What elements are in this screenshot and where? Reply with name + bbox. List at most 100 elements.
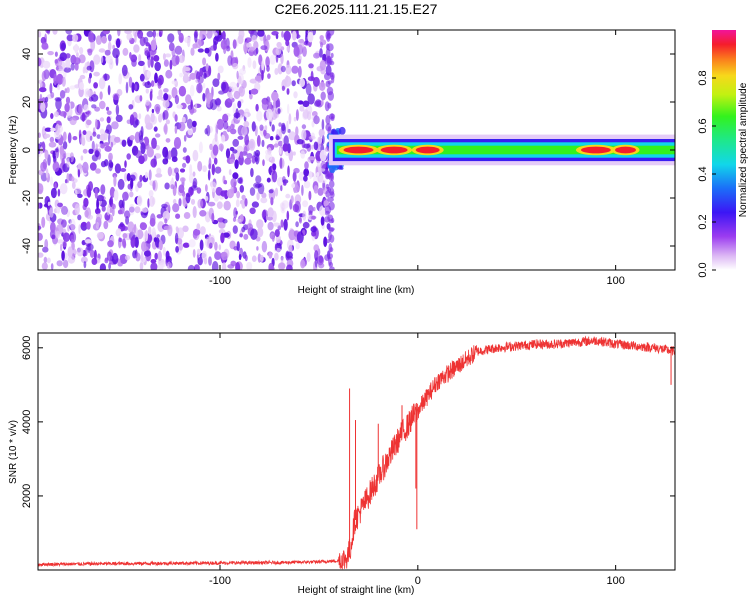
noise-cell [313,185,319,194]
noise-cell [128,104,134,110]
noise-cell [232,138,239,147]
noise-cell [208,65,212,76]
noise-cell [91,104,97,109]
noise-cell [185,155,191,164]
noise-cell [104,49,111,56]
noise-cell [96,134,101,140]
noise-cell [108,262,111,270]
noise-cell [52,30,58,35]
noise-cell [293,167,300,174]
noise-cell [189,84,195,97]
noise-cell [250,167,254,178]
noise-cell [296,30,299,40]
noise-cell [316,66,324,72]
noise-cell [113,189,119,201]
band-peak-red [615,146,636,154]
noise-cell [41,216,46,228]
noise-cell [294,200,301,213]
noise-cell [287,143,291,154]
noise-cell [264,125,268,131]
noise-cell [278,122,282,127]
noise-cell [59,183,68,195]
noise-cell [135,119,140,126]
noise-cell [246,223,254,231]
snr-panel: -100 0 100 2000 4000 6000 Height of straight… [8,332,676,596]
noise-cell [53,73,58,86]
noise-cell [199,239,204,251]
noise-cell [196,83,203,94]
noise-cell [243,145,248,155]
noise-cell [131,82,135,93]
noise-cell [199,67,204,77]
noise-cell [42,60,51,69]
noise-cell [77,214,82,221]
noise-cell [148,226,152,235]
noise-cell [156,167,162,175]
noise-cell [323,236,328,248]
noise-cell [93,54,101,65]
noise-cell [281,200,289,209]
noise-cell [47,201,51,207]
noise-cell [218,229,226,234]
noise-cell [44,239,49,250]
noise-cell [214,132,218,143]
noise-cell [100,184,106,195]
noise-cell [46,257,51,264]
noise-cell [256,73,263,83]
noise-cell [150,56,154,68]
noise-cell [64,103,70,113]
noise-cell [141,241,147,252]
noise-cell [286,88,290,95]
noise-cell [139,73,145,82]
noise-cell [284,75,292,87]
noise-cell [38,225,42,230]
noise-cell [267,73,271,79]
noise-cell [162,53,166,61]
y-tick-label: 0 [21,147,33,153]
spectrogram-x-ticks: -100 100 [209,30,625,287]
noise-cell [291,183,296,189]
noise-cell [140,250,144,263]
noise-cell [309,170,313,180]
noise-cell [298,217,302,222]
noise-cell [104,129,110,134]
noise-cell [49,207,54,218]
noise-cell [209,99,218,111]
noise-cell [194,103,198,110]
noise-cell [101,35,107,44]
noise-cell [44,127,52,132]
noise-cell [162,246,166,256]
noise-cell [61,76,66,87]
noise-cell [43,133,51,138]
noise-cell [232,172,239,180]
noise-cell [94,150,100,158]
noise-cell [182,73,189,84]
noise-cell [318,255,324,264]
noise-cell [303,180,311,189]
noise-cell [146,30,154,38]
noise-cell [161,203,168,209]
noise-cell [178,198,182,207]
noise-cell [174,45,183,55]
noise-cell [185,94,192,105]
noise-cell [95,143,98,150]
noise-cell [134,83,138,91]
noise-cell [82,161,89,174]
noise-cell [206,124,211,137]
noise-cell [307,31,314,43]
y-tick-label: 4000 [21,410,33,434]
noise-cell [62,259,69,269]
noise-cell [311,144,314,150]
noise-cell [151,227,156,239]
noise-cell [93,249,97,261]
noise-cell [316,172,320,177]
noise-cell [83,104,89,113]
noise-cell [134,236,139,248]
noise-cell [145,88,149,94]
noise-cell [55,123,60,136]
noise-cell [70,218,76,231]
noise-cell [106,205,110,216]
noise-cell [69,85,76,90]
noise-cell [227,97,235,103]
noise-cell [140,142,146,155]
